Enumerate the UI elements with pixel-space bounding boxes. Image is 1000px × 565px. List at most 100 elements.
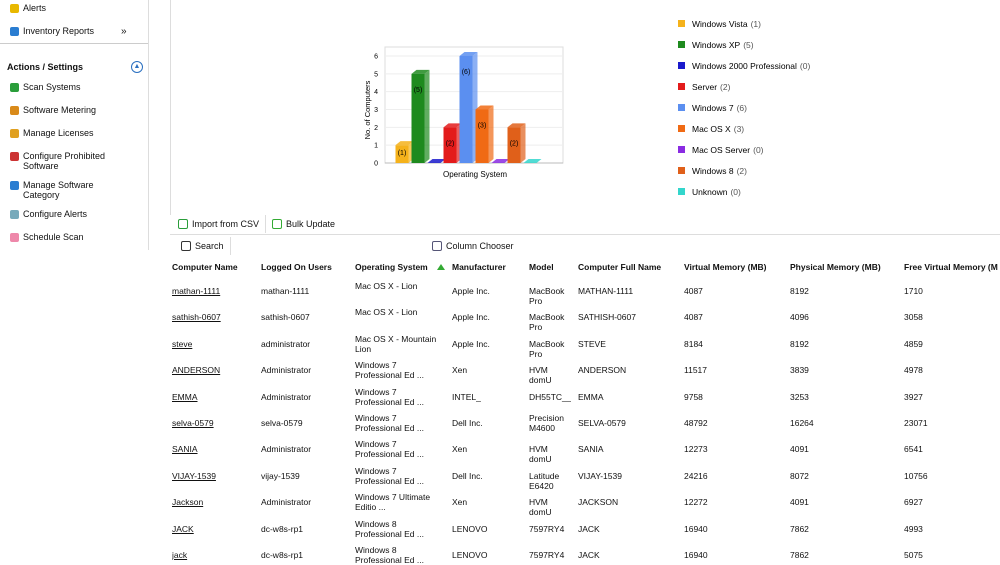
computer-link[interactable]: mathan-1111 (172, 286, 221, 296)
legend-name: Windows 7 (692, 103, 734, 113)
computer-link[interactable]: EMMA (172, 391, 198, 402)
table-cell: EMMA (578, 391, 604, 402)
icon (10, 3, 19, 13)
y-tick-label: 5 (374, 71, 378, 78)
table-cell: 8072 (790, 470, 809, 481)
bar-value-label: (1) (398, 150, 407, 157)
table-cell: LENOVO (452, 550, 488, 560)
computer-link[interactable]: selva-0579 (172, 418, 214, 428)
computer-link[interactable]: ANDERSON (172, 365, 221, 376)
toolbar-button[interactable]: Column Chooser (432, 241, 514, 251)
column-header[interactable]: Manufacturer (452, 262, 506, 272)
button-label[interactable]: Column Chooser (446, 241, 514, 251)
button-label[interactable]: Search (195, 241, 224, 251)
chart: 0 1 2 3 4 5 6 No. of Computers Operating System (… (363, 19, 810, 197)
legend-name: Windows 8 (692, 166, 734, 176)
computer-link[interactable]: Jackson (172, 497, 204, 508)
table-cell: 48792 (684, 418, 708, 428)
column-header[interactable]: Computer Name (172, 262, 238, 272)
action-item[interactable]: Software Metering (10, 105, 120, 115)
collapse-icon[interactable]: ▲ (131, 61, 143, 73)
computer-link[interactable]: VIJAY-1539 (172, 470, 216, 481)
icon (10, 181, 19, 190)
action-label[interactable]: Scan Systems (23, 82, 81, 92)
icon (10, 129, 19, 138)
table-cell: Xen (452, 365, 468, 376)
table-cell: Windows 7 Professional Ed ... (355, 465, 424, 486)
table-cell: LENOVO (452, 523, 488, 534)
section-title: Actions / Settings (7, 62, 84, 72)
column-header[interactable]: Computer Full Name (578, 262, 662, 272)
computer-link[interactable]: steve (172, 338, 193, 349)
icon (10, 210, 19, 219)
computer-link[interactable]: SANIA (172, 444, 198, 455)
action-item[interactable]: Schedule Scan (10, 232, 120, 242)
table-cell: JACKSON (578, 497, 619, 508)
legend-swatch (678, 188, 685, 195)
action-label[interactable]: Configure Prohibited Software (23, 151, 106, 171)
nav-item[interactable]: Inventory Reports (10, 26, 94, 36)
legend-count: (2) (737, 166, 748, 176)
table-cell: Mac OS X - Mountain Lion (355, 333, 437, 354)
action-label[interactable]: Configure Alerts (23, 209, 88, 219)
table-cell: 7862 (790, 523, 809, 534)
toolbar-button[interactable]: Bulk Update (272, 219, 335, 229)
nav-label[interactable]: Alerts (23, 3, 47, 13)
legend-swatch (678, 41, 685, 48)
column-header[interactable]: Free Virtual Memory (M (904, 262, 998, 272)
table-cell: sathish-0607 (261, 312, 310, 323)
table-cell: 3839 (790, 365, 809, 376)
computer-link[interactable]: jack (172, 550, 188, 560)
table-cell: Apple Inc. (452, 286, 490, 296)
action-label[interactable]: Manage Software Category (23, 180, 94, 200)
action-label[interactable]: Software Metering (23, 105, 97, 115)
button-label[interactable]: Bulk Update (286, 219, 336, 229)
table-cell: Mac OS X - Lion (355, 307, 418, 318)
table-cell: MATHAN-1111 (578, 286, 634, 296)
legend-count: (5) (743, 40, 754, 50)
column-header[interactable]: Logged On Users (261, 262, 332, 272)
y-tick-label: 2 (374, 125, 378, 132)
action-item[interactable]: Configure Alerts (10, 209, 120, 219)
icon (10, 83, 19, 92)
action-item[interactable]: Scan Systems (10, 82, 120, 92)
action-item[interactable]: Manage Software Category (10, 180, 120, 200)
column-header[interactable]: Physical Memory (MB) (790, 262, 881, 272)
action-item[interactable]: Configure Prohibited Software (10, 151, 120, 171)
table-cell: Administrator (261, 391, 312, 402)
bar-value-label: (3) (478, 123, 487, 130)
computer-link[interactable]: JACK (172, 523, 194, 534)
table-cell: JACK (578, 550, 600, 560)
column-header[interactable]: Model (529, 262, 554, 272)
button-label[interactable]: Import from CSV (192, 219, 260, 229)
column-header[interactable]: Operating System (355, 262, 428, 272)
nav-label[interactable]: Inventory Reports (23, 26, 95, 36)
toolbar-button[interactable]: Search (181, 241, 224, 251)
table-cell: 4087 (684, 312, 703, 323)
legend-count: (2) (720, 82, 731, 92)
legend-name: Windows Vista (692, 19, 748, 29)
legend-swatch (678, 104, 685, 111)
table-cell: mathan-1111 (261, 286, 310, 296)
table-cell: Dell Inc. (452, 470, 483, 481)
table-cell: MacBook Pro (529, 312, 565, 333)
table-cell: Precision M4600 (529, 413, 564, 433)
icon (272, 219, 282, 229)
legend-name: Server (692, 82, 717, 92)
column-header[interactable]: Virtual Memory (MB) (684, 262, 767, 272)
table-cell: Windows 8 Professional Ed ... (355, 518, 424, 539)
computer-link[interactable]: sathish-0607 (172, 312, 221, 323)
table-cell: INTEL_ (452, 391, 481, 402)
action-item[interactable]: Manage Licenses (10, 128, 120, 138)
action-label[interactable]: Manage Licenses (23, 128, 94, 138)
bar-side (520, 123, 526, 163)
action-label[interactable]: Schedule Scan (23, 232, 84, 242)
bar-value-label: (6) (462, 69, 471, 76)
expand-icon[interactable]: » (121, 26, 127, 37)
table-cell: Dell Inc. (452, 418, 483, 428)
toolbar-sep (230, 237, 231, 255)
legend-label: Windows 8 (2) (692, 166, 747, 176)
y-tick-label: 3 (374, 107, 378, 114)
toolbar-button[interactable]: Import from CSV (178, 219, 259, 229)
nav-item[interactable]: Alerts (10, 3, 46, 13)
